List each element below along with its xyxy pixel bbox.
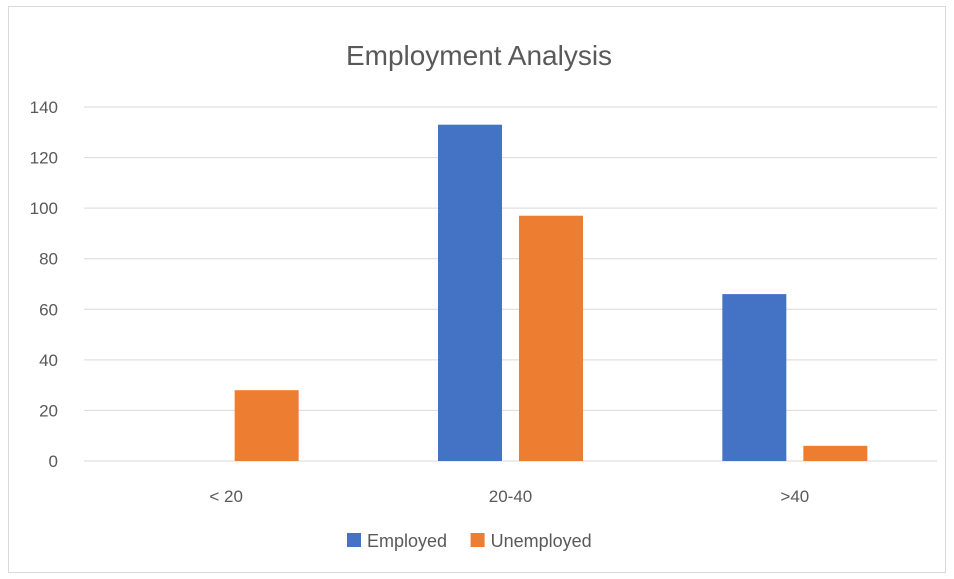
y-tick-label: 100 [30, 199, 58, 218]
y-tick-label: 80 [39, 250, 58, 269]
y-tick-label: 40 [39, 351, 58, 370]
legend-label-employed: Employed [367, 531, 447, 551]
legend-swatch-unemployed [470, 533, 485, 547]
bar-employed-1 [438, 124, 502, 461]
y-tick-label: 20 [39, 401, 58, 420]
x-tick-label: >40 [780, 487, 809, 506]
x-tick-label: 20-40 [489, 487, 532, 506]
y-axis-ticks: 0 20 40 60 80 100 120 140 [30, 98, 58, 471]
y-tick-label: 60 [39, 300, 58, 319]
bar-employed-2 [722, 294, 787, 461]
chart-frame: Employment Analysis 0 20 40 60 80 100 120 140 <… [8, 6, 946, 573]
chart-title: Employment Analysis [346, 40, 612, 71]
legend: Employed Unemployed [347, 531, 592, 551]
bar-chart: Employment Analysis 0 20 40 60 80 100 120 140 <… [30, 40, 937, 551]
x-axis-ticks: < 20 20-40 >40 [209, 487, 809, 506]
bar-unemployed-1 [519, 215, 583, 461]
legend-label-unemployed: Unemployed [491, 531, 592, 551]
legend-swatch-employed [347, 533, 361, 547]
bars [234, 124, 868, 461]
y-tick-label: 140 [30, 98, 58, 117]
x-tick-label: < 20 [209, 487, 243, 506]
gridlines [84, 106, 937, 462]
y-tick-label: 0 [49, 452, 58, 471]
bar-unemployed-0 [234, 390, 299, 461]
y-tick-label: 120 [30, 149, 58, 168]
bar-unemployed-2 [803, 445, 868, 461]
